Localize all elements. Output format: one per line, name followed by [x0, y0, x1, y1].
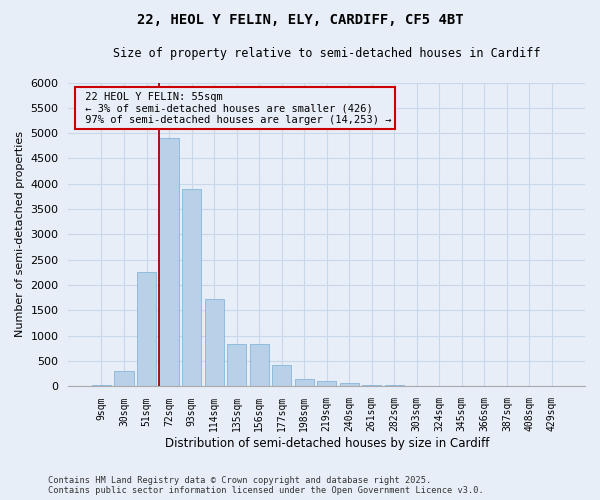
Text: 22 HEOL Y FELIN: 55sqm
 ← 3% of semi-detached houses are smaller (426)
 97% of s: 22 HEOL Y FELIN: 55sqm ← 3% of semi-deta…: [79, 92, 391, 125]
Bar: [362, 384, 382, 386]
X-axis label: Distribution of semi-detached houses by size in Cardiff: Distribution of semi-detached houses by …: [164, 437, 489, 450]
Bar: [250, 344, 269, 387]
Bar: [115, 371, 134, 386]
Bar: [205, 300, 224, 386]
Bar: [295, 378, 314, 386]
Title: Size of property relative to semi-detached houses in Cardiff: Size of property relative to semi-detach…: [113, 48, 541, 60]
Bar: [340, 384, 359, 386]
Bar: [272, 364, 291, 386]
Bar: [385, 385, 404, 386]
Bar: [182, 189, 201, 386]
Bar: [317, 381, 336, 386]
Text: Contains HM Land Registry data © Crown copyright and database right 2025.
Contai: Contains HM Land Registry data © Crown c…: [48, 476, 484, 495]
Bar: [137, 272, 156, 386]
Text: 22, HEOL Y FELIN, ELY, CARDIFF, CF5 4BT: 22, HEOL Y FELIN, ELY, CARDIFF, CF5 4BT: [137, 12, 463, 26]
Bar: [227, 344, 246, 387]
Bar: [160, 138, 179, 386]
Y-axis label: Number of semi-detached properties: Number of semi-detached properties: [15, 132, 25, 338]
